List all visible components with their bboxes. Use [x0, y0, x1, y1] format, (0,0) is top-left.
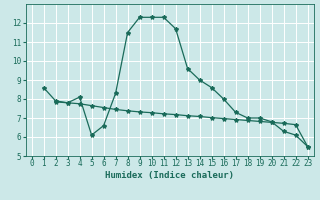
X-axis label: Humidex (Indice chaleur): Humidex (Indice chaleur) — [105, 171, 234, 180]
